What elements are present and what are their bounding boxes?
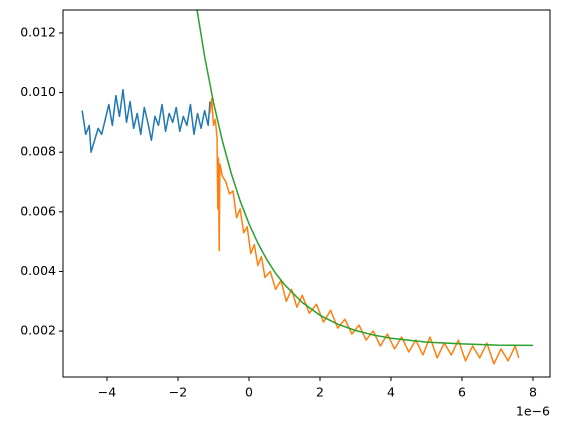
- x-tick-label: 4: [387, 385, 395, 400]
- x-tick-label: 8: [529, 385, 537, 400]
- y-tick-label: 0.004: [20, 263, 56, 278]
- plot-area: [81, 10, 533, 365]
- x-tick-label: −2: [169, 385, 187, 400]
- data-line: [196, 10, 533, 347]
- x-tick-label: −4: [98, 385, 116, 400]
- x-tick-label: 6: [458, 385, 466, 400]
- axes-frame: [62, 9, 551, 378]
- x-offset-label: 1e−6: [516, 404, 550, 419]
- y-tick-label: 0.008: [20, 144, 56, 159]
- y-tick-label: 0.010: [20, 84, 56, 99]
- y-tick-label: 0.002: [20, 323, 56, 338]
- y-tick-label: 0.006: [20, 203, 56, 218]
- x-tick-label: 0: [245, 385, 253, 400]
- data-line: [209, 97, 520, 365]
- y-tick-label: 0.012: [20, 24, 56, 39]
- data-line: [81, 88, 211, 153]
- x-tick-label: 2: [316, 385, 324, 400]
